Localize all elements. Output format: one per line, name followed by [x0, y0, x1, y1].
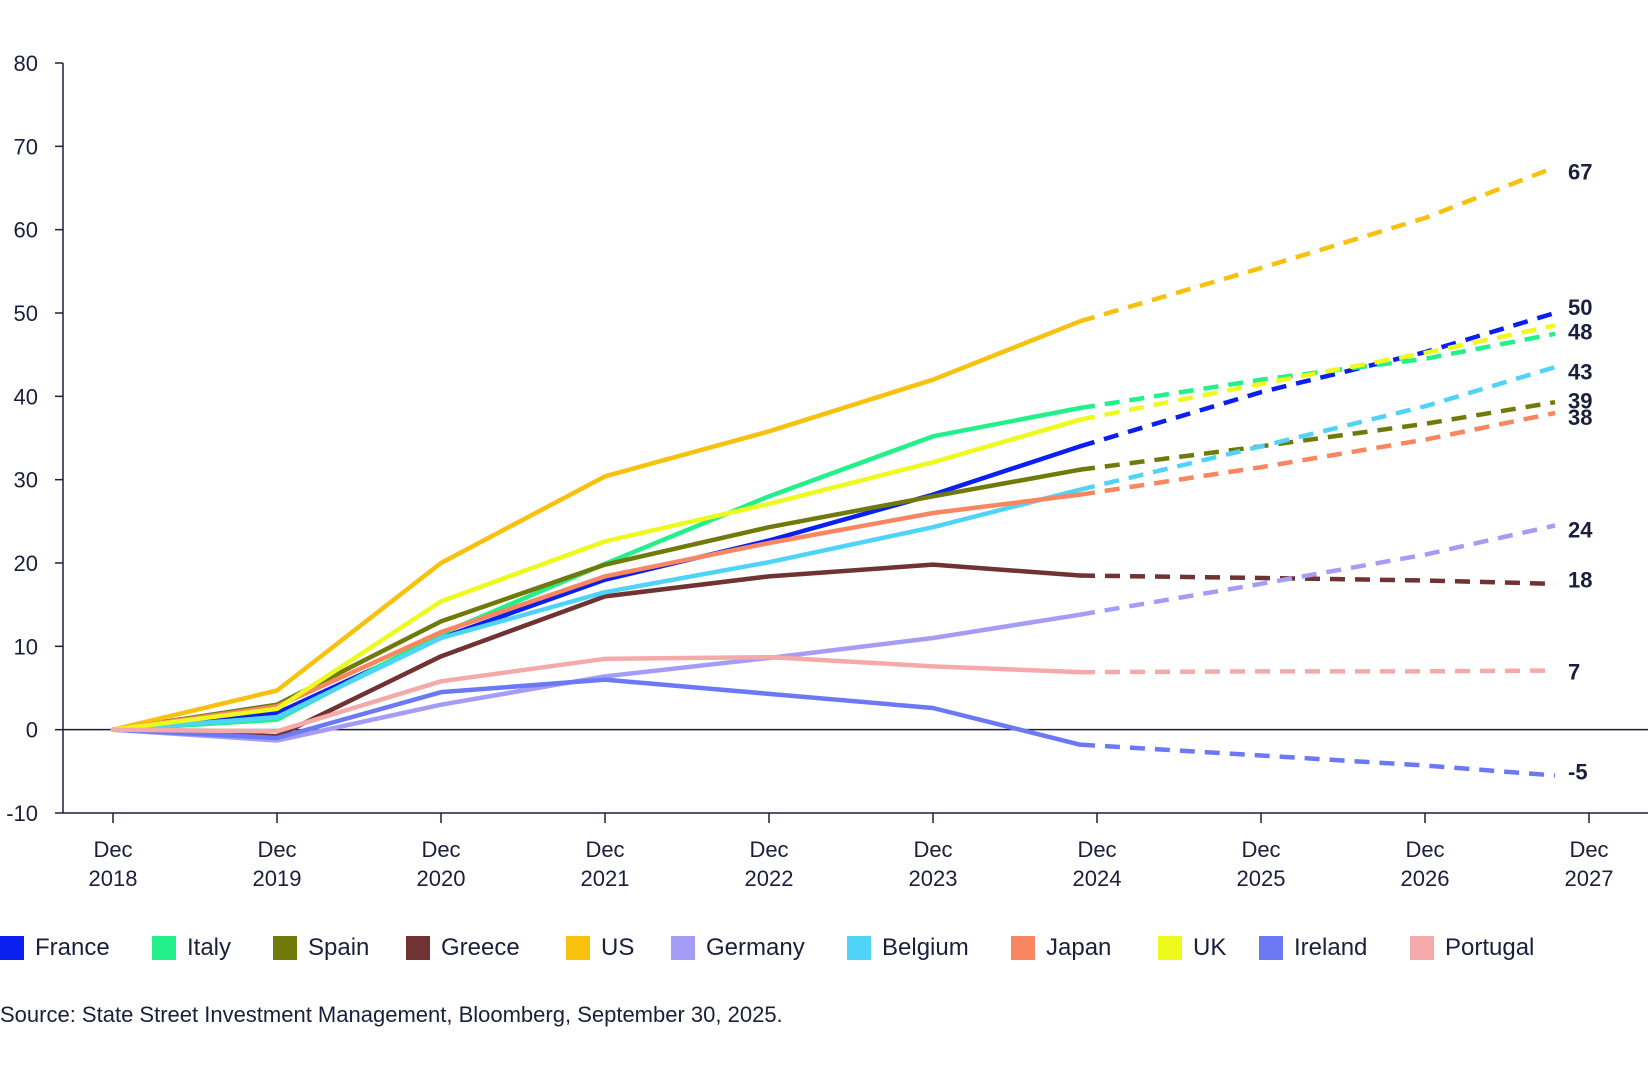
legend-label: Germany	[706, 934, 805, 961]
end-label-portugal: 7	[1568, 659, 1580, 684]
legend-item-us: US	[566, 930, 634, 966]
legend-item-france: France	[0, 930, 110, 966]
legend-label: UK	[1193, 934, 1227, 961]
end-label-germany: 24	[1568, 518, 1593, 543]
legend-swatch	[1410, 936, 1434, 960]
legend-label: Ireland	[1294, 934, 1368, 961]
x-tick-label: Dec 2018	[89, 837, 138, 891]
legend-item-germany: Germany	[671, 930, 805, 966]
end-label-italy: 48	[1568, 320, 1592, 345]
end-label-japan: 38	[1568, 405, 1592, 430]
legend-label: Japan	[1046, 934, 1112, 961]
legend-label: Belgium	[882, 934, 969, 961]
legend-swatch	[152, 936, 176, 960]
series-line-ireland	[110, 677, 1083, 747]
y-tick-label: -10	[6, 801, 38, 826]
legend-swatch	[1158, 936, 1182, 960]
series-projection-italy	[1079, 331, 1556, 411]
legend-item-ireland: Ireland	[1259, 930, 1367, 966]
series-projection-portugal	[1079, 668, 1556, 675]
y-tick-label: 30	[14, 468, 38, 493]
y-tick-label: 50	[14, 301, 38, 326]
legend-label: Greece	[441, 934, 520, 961]
legend-swatch	[273, 936, 297, 960]
y-tick-label: 20	[14, 551, 38, 576]
legend-swatch	[0, 936, 24, 960]
chart-plot: -10 0 10 20 30 40 50 60 70 80 Dec 2018 Dec 2019 Dec 202…	[6, 51, 1648, 891]
source-note: Source: State Street Investment Manageme…	[0, 1002, 783, 1027]
x-tick-label: Dec 2024	[1073, 837, 1122, 891]
legend-item-greece: Greece	[406, 930, 520, 966]
legend-item-italy: Italy	[152, 930, 231, 966]
legend-label: Spain	[308, 934, 370, 961]
series-line-us	[110, 319, 1083, 732]
legend-label: France	[35, 934, 110, 961]
legend: France Italy Spain Greece US Germany Belgium Ja…	[0, 930, 1648, 966]
x-tick-label: Dec 2023	[909, 837, 958, 891]
end-label-us: 67	[1568, 159, 1592, 184]
legend-label: US	[601, 934, 635, 961]
series-projection-japan	[1079, 410, 1556, 497]
series-projection-us	[1079, 165, 1556, 324]
legend-swatch	[566, 936, 590, 960]
legend-item-japan: Japan	[1011, 930, 1111, 966]
series-lines	[110, 165, 1556, 778]
end-label-greece: 18	[1568, 568, 1592, 593]
x-tick-label: Dec 2020	[417, 837, 466, 891]
series-line-france	[110, 444, 1083, 732]
legend-item-spain: Spain	[273, 930, 369, 966]
x-tick-label: Dec 2025	[1237, 837, 1286, 891]
legend-label: Portugal	[1445, 934, 1535, 961]
x-tick-label: Dec 2021	[581, 837, 630, 891]
legend-label: Italy	[187, 934, 232, 961]
legend-item-belgium: Belgium	[847, 930, 969, 966]
x-tick-label: Dec 2019	[253, 837, 302, 891]
end-label-belgium: 43	[1568, 359, 1592, 384]
series-projection-spain	[1079, 399, 1556, 472]
legend-swatch	[406, 936, 430, 960]
x-tick-label: Dec 2022	[745, 837, 794, 891]
legend-swatch	[671, 936, 695, 960]
y-tick-label: 70	[14, 134, 38, 159]
end-label-spain: 39	[1568, 389, 1592, 414]
end-label-ireland: -5	[1568, 759, 1588, 784]
axes: -10 0 10 20 30 40 50 60 70 80 Dec 2018 Dec 2019 Dec 202…	[6, 51, 1648, 891]
series-line-uk	[110, 417, 1083, 732]
end-label-france: 50	[1568, 295, 1592, 320]
y-tick-label: 60	[14, 218, 38, 243]
series-projection-uk	[1079, 323, 1556, 422]
series-line-portugal	[110, 654, 1083, 734]
legend-swatch	[1011, 936, 1035, 960]
legend-item-uk: UK	[1158, 930, 1226, 966]
x-tick-label: Dec 2026	[1401, 837, 1450, 891]
legend-swatch	[847, 936, 871, 960]
x-tick-label: Dec 2027	[1565, 837, 1614, 891]
legend-swatch	[1259, 936, 1283, 960]
series-projection-france	[1079, 310, 1556, 449]
y-tick-label: 0	[26, 718, 38, 743]
legend-item-portugal: Portugal	[1410, 930, 1534, 966]
series-projection-greece	[1079, 573, 1556, 587]
y-tick-label: 40	[14, 384, 38, 409]
series-projection-germany	[1079, 523, 1556, 617]
y-tick-label: 80	[14, 51, 38, 76]
y-tick-label: 10	[14, 634, 38, 659]
series-line-belgium	[110, 487, 1083, 732]
series-projection-ireland	[1079, 742, 1556, 778]
series-line-germany	[110, 612, 1083, 743]
